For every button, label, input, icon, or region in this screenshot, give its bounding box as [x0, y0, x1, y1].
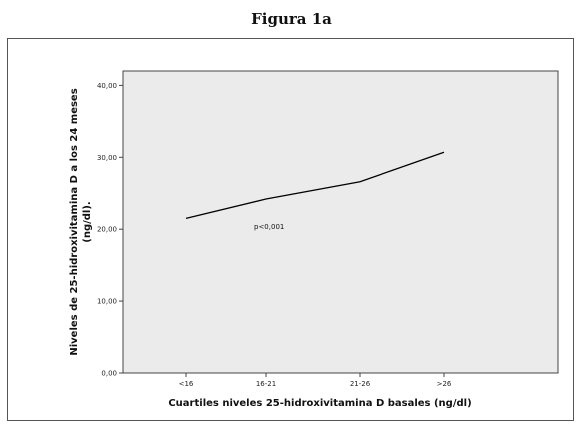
y-axis: 0,00 10,00 20,00 30,00 40,00 [97, 82, 123, 378]
y-tick-label: 10,00 [97, 298, 117, 306]
figure-title: Figura 1a [251, 10, 332, 28]
p-value-annotation: p<0,001 [254, 223, 284, 231]
y-tick-label: 40,00 [97, 82, 117, 90]
plot-area [122, 70, 559, 374]
x-tick-label: 16-21 [256, 380, 276, 388]
x-tick-label: >26 [437, 380, 452, 388]
x-axis-label: Cuartiles niveles 25-hidroxivitamina D b… [168, 398, 471, 409]
series-line [185, 151, 445, 220]
y-tick-label: 0,00 [101, 370, 117, 378]
y-tick-label: 20,00 [97, 226, 117, 234]
y-axis-label-line-1: Niveles de 25-hidroxivitamina D a los 24… [69, 88, 80, 355]
x-tick-label: 21-26 [350, 380, 371, 388]
x-tick-label: <16 [179, 380, 194, 388]
y-tick-label: 30,00 [97, 154, 117, 162]
y-axis-label-line-2: (ng/dl). [82, 201, 93, 242]
x-axis: <16 16-21 21-26 >26 [179, 373, 452, 388]
